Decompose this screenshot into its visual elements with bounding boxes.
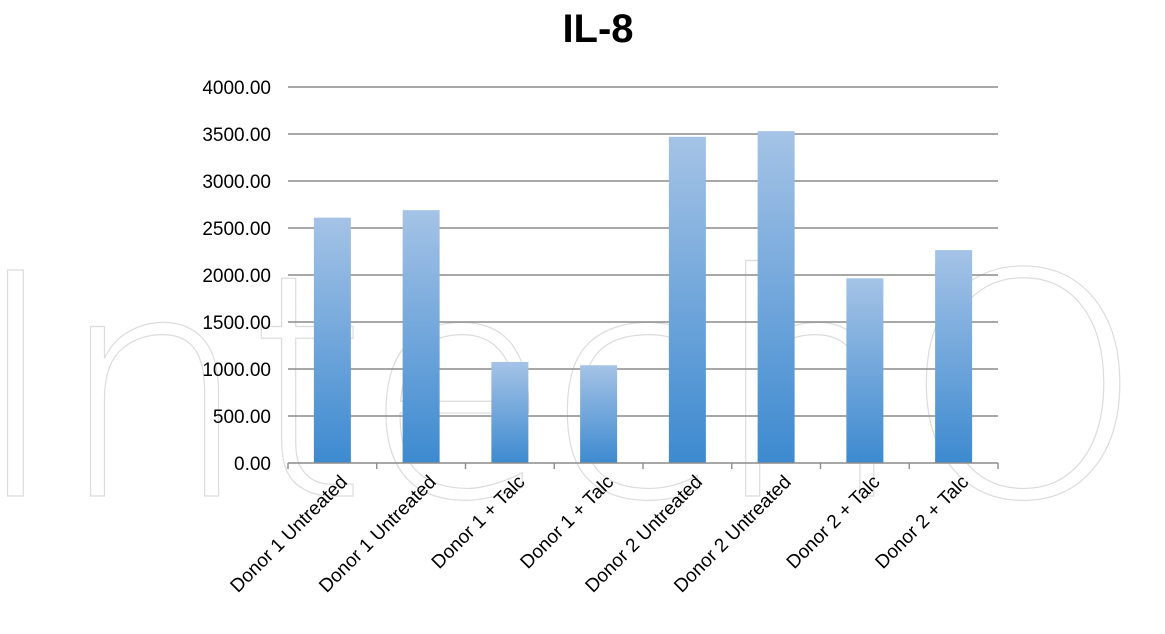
y-tick-label: 2500.00 xyxy=(202,219,271,240)
x-category-label: Donor 1 + Talc xyxy=(428,472,530,574)
bar xyxy=(491,361,529,463)
bar xyxy=(846,278,884,463)
bar xyxy=(935,250,973,463)
gridlines xyxy=(288,86,998,417)
y-tick-label: 0.00 xyxy=(234,454,271,475)
bar xyxy=(402,210,440,463)
y-tick-label: 3500.00 xyxy=(202,125,271,146)
chart-title: IL-8 xyxy=(562,7,633,51)
bar xyxy=(580,365,618,463)
y-tick-label: 3000.00 xyxy=(202,172,271,193)
y-tick-label: 1000.00 xyxy=(202,360,271,381)
y-axis-tick-labels: 0.00 500.00 1000.00 1500.00 2000.00 2500.00 30… xyxy=(202,78,271,475)
y-tick-label: 2000.00 xyxy=(202,266,271,287)
y-tick-label: 1500.00 xyxy=(202,313,271,334)
y-tick-label: 500.00 xyxy=(213,407,271,428)
x-category-label: Donor 1 + Talc xyxy=(517,472,619,574)
x-axis xyxy=(287,462,999,469)
x-category-label: Donor 2 + Talc xyxy=(783,472,885,574)
bar xyxy=(668,136,706,463)
bar xyxy=(313,217,351,463)
x-category-label: Donor 2 + Talc xyxy=(872,472,974,574)
bar xyxy=(757,131,795,463)
y-tick-label: 4000.00 xyxy=(202,78,271,99)
bars xyxy=(313,131,973,463)
